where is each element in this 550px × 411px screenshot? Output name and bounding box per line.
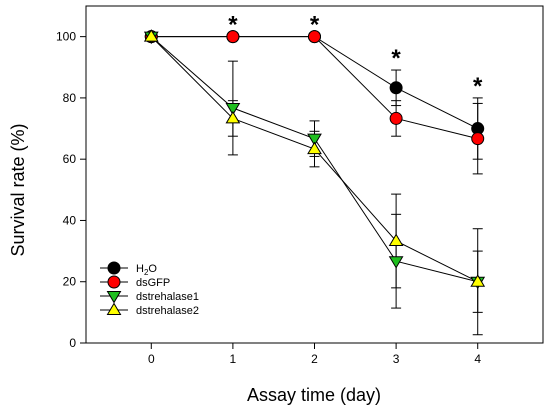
legend-marker-dstrehalase2 — [106, 302, 122, 315]
legend-marker-H2O — [107, 261, 121, 275]
legend-label-dsGFP: dsGFP — [136, 277, 170, 289]
marker-dstrehalase2 — [388, 233, 404, 246]
marker-dsGFP — [389, 111, 403, 125]
series-line-H2O — [151, 36, 478, 129]
marker-dstrehalase2 — [307, 141, 322, 155]
marker-dstrehalase2 — [470, 274, 486, 287]
axis-ticks: 0 20 40 60 80 100 0 1 2 3 4 — [56, 30, 481, 366]
legend-marker-dstrehalase1 — [106, 291, 122, 304]
error-bars — [227, 60, 483, 336]
x-tick-label: 0 — [148, 352, 155, 366]
x-tick-label: 1 — [230, 352, 237, 366]
legend-label-dstrehalase1: dstrehalase1 — [136, 291, 199, 303]
data-markers — [143, 29, 486, 290]
marker-dsGFP — [308, 30, 321, 44]
significance-asterisk: * — [310, 12, 320, 39]
x-tick-label: 2 — [311, 352, 318, 366]
legend-marker-dsGFP — [107, 275, 121, 289]
marker-dstrehalase1 — [388, 256, 404, 269]
marker-dstrehalase1 — [225, 103, 241, 116]
x-tick-label: 3 — [393, 352, 400, 366]
y-tick-label: 40 — [63, 213, 77, 227]
legend-label-H2O: H2O — [136, 263, 157, 277]
y-tick-label: 20 — [63, 275, 77, 289]
marker-dstrehalase1 — [307, 133, 322, 147]
significance-asterisk: * — [391, 45, 401, 72]
x-axis-label: Assay time (day) — [247, 385, 381, 405]
y-tick-label: 60 — [63, 152, 77, 166]
y-tick-label: 100 — [56, 30, 76, 44]
y-axis-label: Survival rate (%) — [8, 123, 28, 256]
marker-dstrehalase2 — [225, 110, 241, 124]
marker-H2O — [389, 81, 403, 95]
significance-markers: * * * * — [228, 12, 483, 100]
significance-asterisk: * — [473, 73, 483, 100]
marker-dsGFP — [471, 132, 485, 146]
y-tick-label: 80 — [63, 91, 77, 105]
legend-label-dstrehalase2: dstrehalase2 — [136, 305, 199, 317]
y-tick-label: 0 — [69, 336, 76, 350]
marker-dsGFP — [226, 30, 240, 44]
marker-dstrehalase2 — [143, 29, 159, 42]
x-tick-label: 4 — [474, 352, 481, 366]
significance-asterisk: * — [228, 12, 238, 39]
